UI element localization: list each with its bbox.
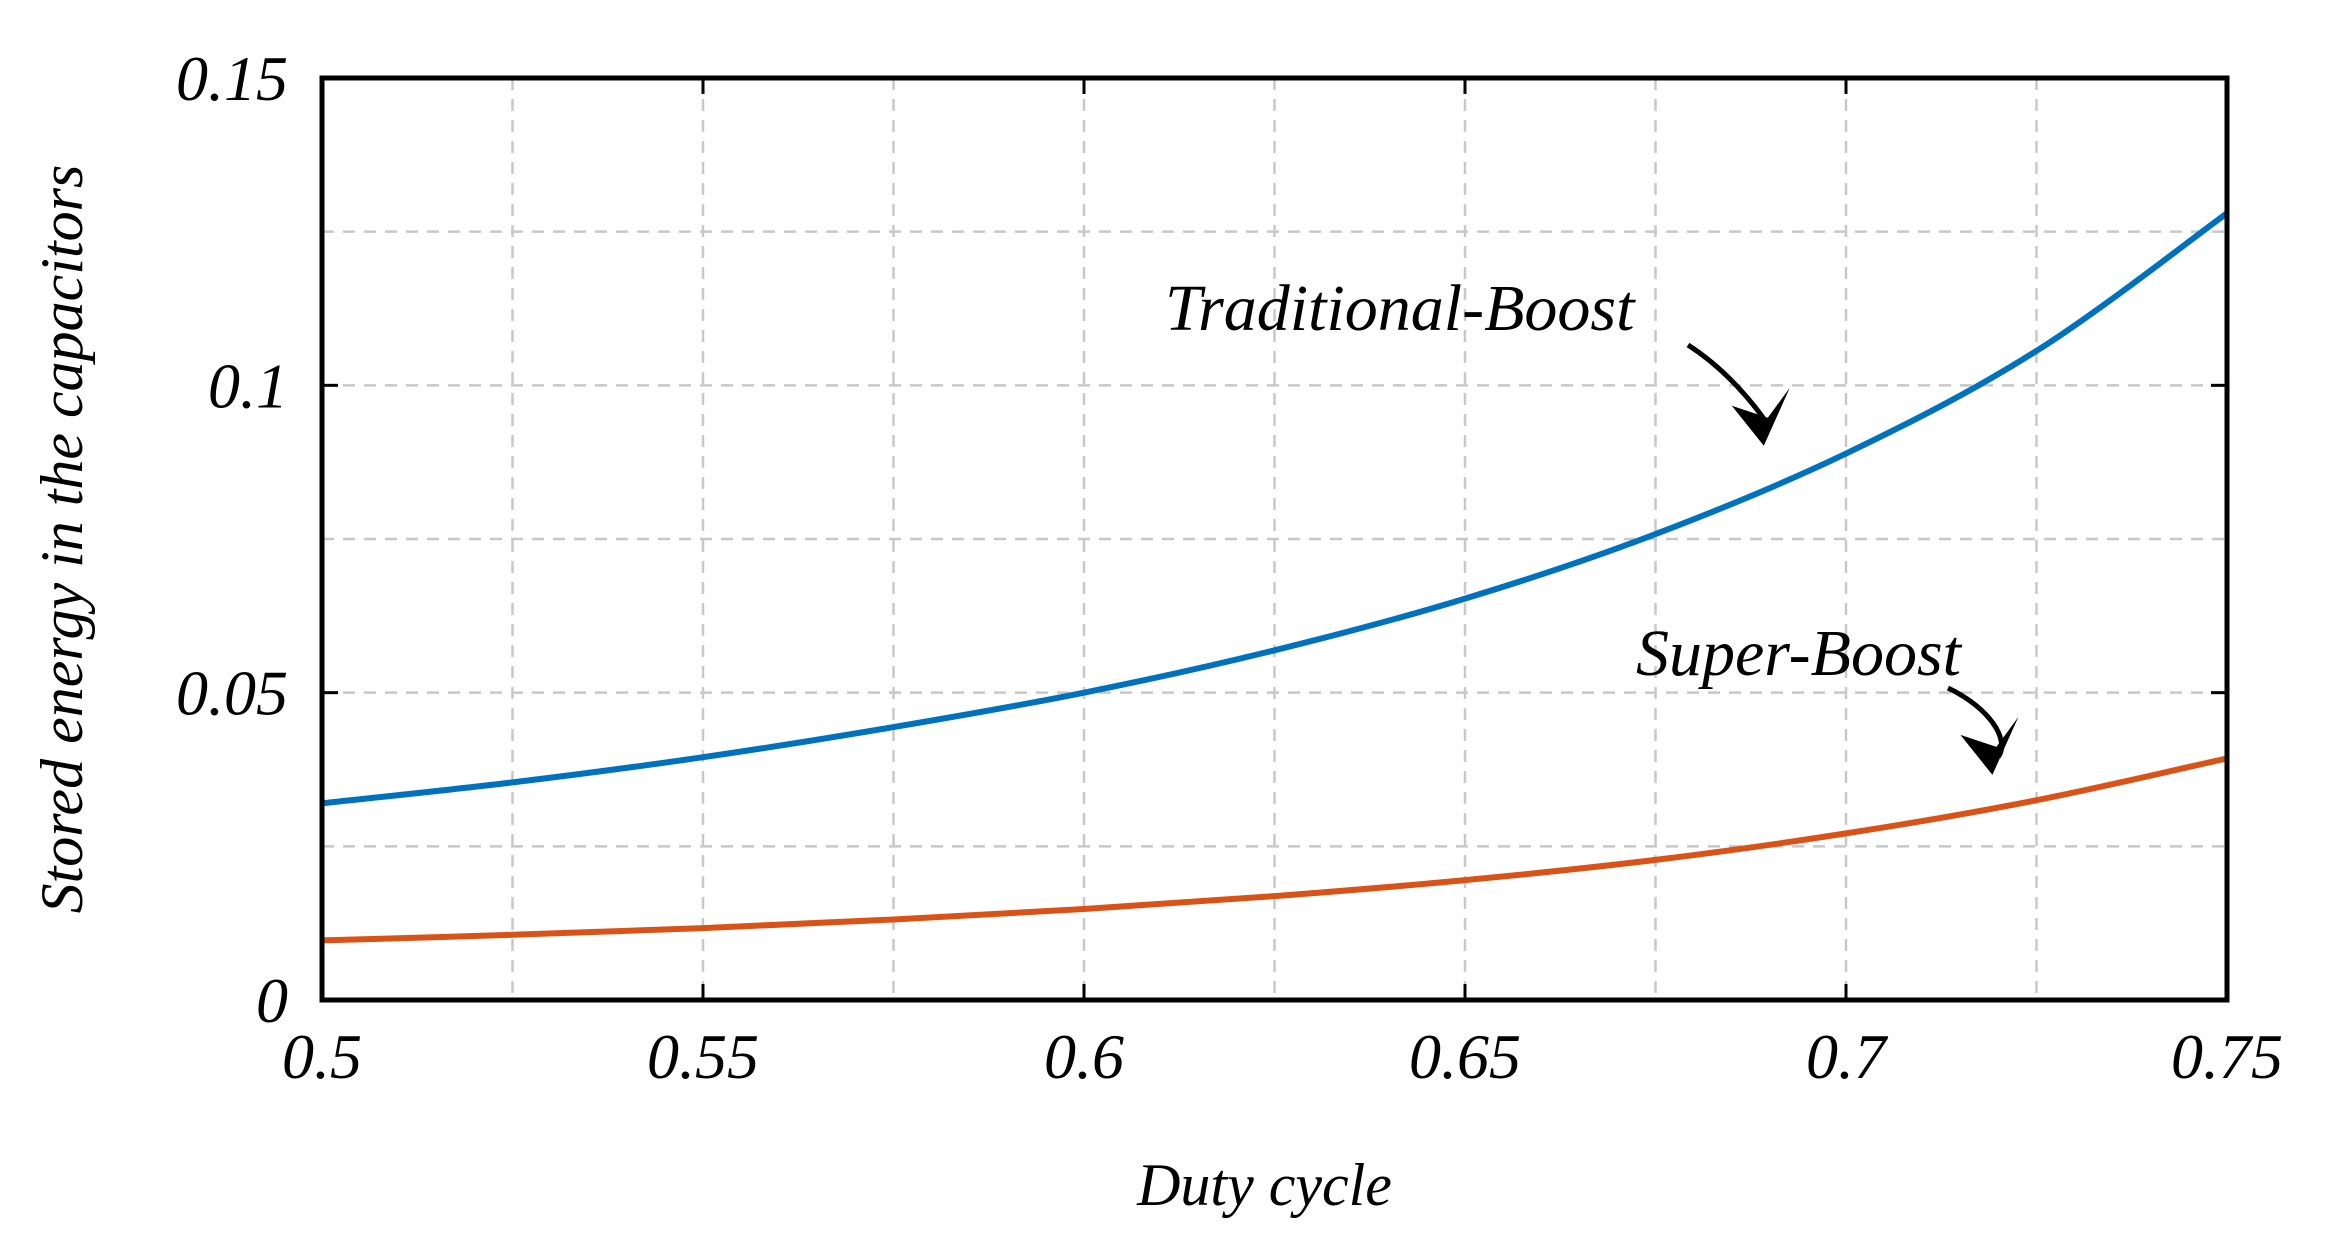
x-tick-label: 0.6 [1044, 1021, 1124, 1092]
y-axis-label: Stored energy in the capacitors [29, 165, 95, 914]
series-line-super-boost [321, 755, 2228, 944]
x-tick-labels: 0.5 0.55 0.6 0.65 0.7 0.75 [282, 1021, 2283, 1092]
plot-lines [321, 210, 2229, 944]
x-tick-label: 0.5 [282, 1021, 362, 1092]
x-axis-label: Duty cycle [1136, 1152, 1392, 1218]
arrowhead-icon [1731, 387, 1790, 446]
x-tick-label: 0.7 [1806, 1021, 1889, 1092]
y-tick-labels: 0 0.05 0.1 0.15 [176, 43, 288, 1036]
grid [322, 78, 2227, 1000]
x-tick-label: 0.75 [2171, 1021, 2283, 1092]
axis-ticks [320, 76, 2229, 1002]
x-tick-label: 0.65 [1409, 1021, 1521, 1092]
y-tick-label: 0.15 [176, 43, 288, 114]
y-tick-label: 0.05 [176, 658, 288, 729]
plot-frame [319, 75, 2230, 1003]
y-tick-label: 0 [256, 965, 288, 1036]
x-tick-label: 0.55 [647, 1021, 759, 1092]
series-line-traditional-boost [321, 210, 2229, 807]
arrowhead-icon [1960, 716, 2019, 775]
y-tick-label: 0.1 [208, 350, 288, 421]
annotation-traditional-boost: Traditional-Boost [1165, 272, 1636, 345]
annotation-super-boost: Super-Boost [1636, 617, 1963, 690]
annotations: Traditional-Boost Super-Boost [1165, 272, 2019, 775]
